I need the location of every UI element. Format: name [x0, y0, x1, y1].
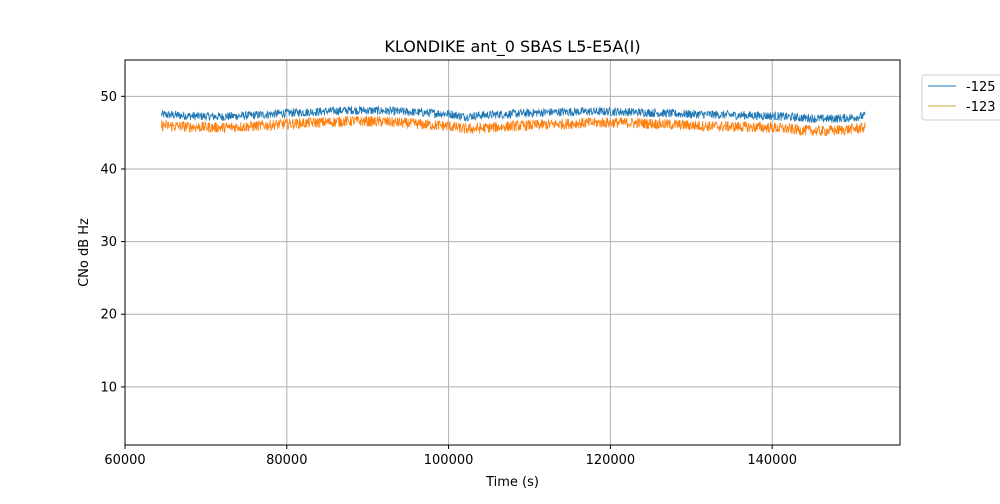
- series-layer: [161, 105, 866, 137]
- axis-ticks: 60000 80000 100000 120000 140000 10 20 30 40 50: [100, 90, 797, 468]
- y-tick-label: 30: [100, 235, 117, 250]
- x-tick-label: 80000: [266, 453, 307, 468]
- y-axis-label: CNo dB Hz: [77, 218, 92, 287]
- x-tick-label: 140000: [747, 453, 797, 468]
- plot-frame: [124, 59, 901, 446]
- series-line-2: [161, 115, 866, 137]
- legend: -125 -123: [921, 74, 1000, 121]
- x-axis-label: Time (s): [485, 475, 539, 490]
- grid: [124, 60, 900, 445]
- x-tick-label: 120000: [586, 453, 636, 468]
- y-tick-label: 50: [100, 90, 117, 105]
- y-tick-label: 40: [100, 162, 117, 177]
- y-tick-label: 10: [100, 380, 117, 395]
- x-tick-label: 60000: [104, 453, 145, 468]
- legend-label-series-2: -123: [966, 100, 996, 115]
- chart-title: KLONDIKE ant_0 SBAS L5-E5A(I): [384, 37, 640, 57]
- series-line-1: [161, 105, 866, 123]
- y-tick-label: 20: [100, 308, 117, 323]
- legend-label-series-1: -125: [966, 80, 996, 95]
- x-tick-label: 100000: [424, 453, 474, 468]
